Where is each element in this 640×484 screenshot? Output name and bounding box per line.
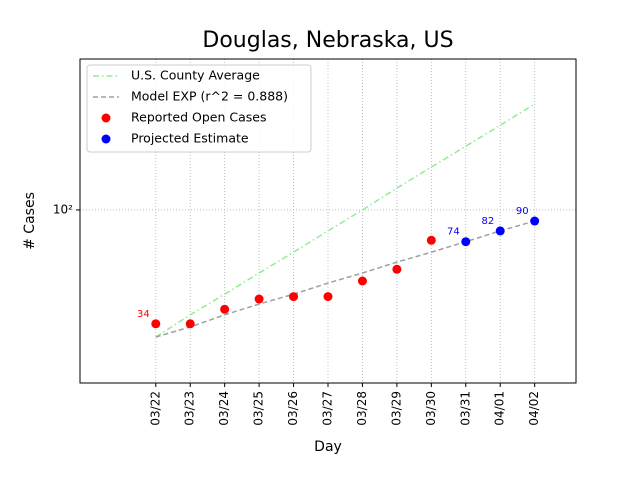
data-point	[323, 292, 333, 302]
x-tick-label: 03/28	[355, 391, 369, 426]
plot-frame	[79, 58, 577, 384]
legend-marker	[101, 134, 111, 144]
data-point	[530, 216, 540, 226]
x-tick-label: 03/25	[252, 391, 266, 426]
data-label: 34	[137, 309, 150, 320]
y-axis-label: # Cases	[22, 192, 38, 250]
legend-label: U.S. County Average	[131, 68, 260, 83]
x-tick-label: 04/02	[527, 391, 541, 426]
x-tick-label: 04/01	[493, 391, 507, 426]
x-tick-label: 03/24	[217, 391, 231, 426]
x-axis-label: Day	[314, 439, 342, 455]
x-tick-label: 03/31	[458, 391, 472, 426]
data-label: 82	[481, 216, 494, 227]
legend-label: Projected Estimate	[131, 131, 249, 146]
series-line	[155, 220, 535, 338]
data-point	[495, 226, 505, 236]
data-point	[392, 264, 402, 274]
data-point	[220, 304, 230, 314]
legend-box	[86, 64, 312, 153]
data-label: 74	[447, 227, 460, 238]
data-point	[254, 294, 264, 304]
x-tick-label: 03/26	[286, 391, 300, 426]
data-label: 90	[516, 206, 529, 217]
x-tick-label: 03/30	[424, 391, 438, 426]
legend-marker	[101, 113, 111, 123]
x-tick-label: 03/27	[321, 391, 335, 426]
x-tick-label: 03/22	[148, 391, 162, 426]
data-point	[185, 319, 195, 329]
data-point	[461, 237, 471, 247]
legend-label: Model EXP (r^2 = 0.888)	[131, 89, 288, 104]
x-tick-label: 03/29	[389, 391, 403, 426]
y-tick-label: 10²	[53, 202, 73, 216]
chart-title: Douglas, Nebraska, US	[202, 28, 453, 53]
x-tick-label: 03/23	[183, 391, 197, 426]
data-point	[426, 235, 436, 245]
data-point	[151, 319, 161, 329]
data-point	[289, 292, 299, 302]
data-point	[357, 276, 367, 286]
legend-label: Reported Open Cases	[131, 110, 267, 125]
